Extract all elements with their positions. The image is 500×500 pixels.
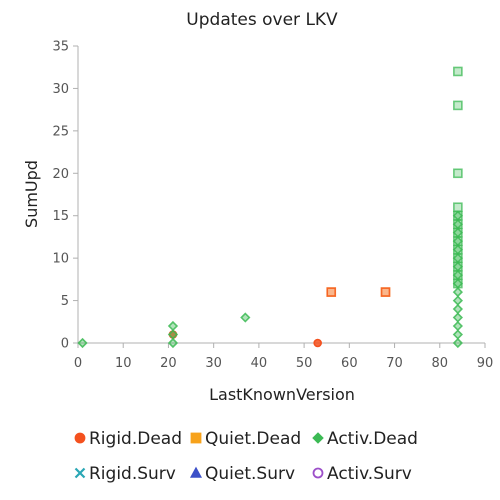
y-tick-label: 25 — [52, 124, 69, 139]
x-tick-label: 0 — [74, 356, 82, 371]
series-2 — [326, 287, 391, 297]
series-8 — [453, 66, 463, 289]
data-point — [77, 337, 88, 349]
data-point — [452, 286, 463, 298]
legend-label: Activ.Surv — [327, 464, 412, 484]
legend-item: Quiet.Dead — [190, 429, 301, 449]
legend-label: Rigid.Dead — [89, 429, 182, 449]
data-point — [453, 270, 463, 280]
data-point — [240, 312, 251, 323]
data-point — [167, 320, 179, 332]
legend-marker — [74, 467, 86, 479]
legend-item: Quiet.Surv — [189, 464, 295, 484]
data-point — [167, 329, 179, 340]
data-point — [453, 227, 463, 238]
data-point — [313, 338, 322, 348]
data-point — [453, 210, 463, 221]
data-point — [453, 253, 463, 263]
x-tick-label: 40 — [251, 356, 268, 371]
y-tick-label: 20 — [52, 167, 69, 182]
legend-item: Rigid.Dead — [74, 429, 182, 449]
data-point — [452, 295, 463, 306]
data-point — [453, 202, 463, 213]
data-point — [453, 219, 463, 229]
data-point — [453, 244, 463, 255]
legend-marker — [189, 466, 203, 478]
legend-marker — [312, 432, 324, 444]
y-tick-label: 10 — [52, 252, 69, 267]
series-7 — [326, 287, 391, 297]
legend-label: Rigid.Surv — [89, 464, 176, 484]
data-point — [452, 337, 463, 349]
data-points — [77, 66, 463, 349]
legend-item: Rigid.Surv — [74, 464, 176, 484]
y-tick-label: 15 — [52, 209, 69, 224]
data-point — [453, 66, 463, 77]
data-point — [452, 303, 463, 315]
x-axis-title: LastKnownVersion — [209, 385, 355, 404]
y-tick-label: 30 — [52, 82, 69, 97]
y-tick-label: 5 — [61, 294, 69, 309]
data-point — [453, 168, 463, 179]
legend-label: Quiet.Dead — [205, 429, 301, 449]
chart-title: Updates over LKV — [186, 10, 338, 30]
y-tick-label: 0 — [61, 337, 69, 352]
series-1 — [168, 330, 322, 348]
data-point — [453, 100, 463, 111]
legend-item: Activ.Surv — [312, 464, 412, 484]
x-tick-label: 80 — [432, 356, 449, 371]
x-tick-label: 20 — [160, 356, 177, 371]
legend-label: Quiet.Surv — [205, 464, 295, 484]
axes: 0 5 10 15 20 25 30 35 0 10 20 30 40 50 60 70 80 90 — [52, 40, 493, 372]
x-tick-label: 90 — [477, 356, 494, 371]
x-tick-label: 70 — [386, 356, 403, 371]
legend-marker — [190, 432, 202, 444]
legend-marker — [312, 467, 324, 479]
data-point — [452, 329, 463, 340]
x-tick-label: 10 — [115, 356, 132, 371]
y-axis-title: SumUpd — [22, 160, 41, 228]
legend-marker — [74, 432, 86, 444]
data-point — [453, 261, 463, 272]
data-point — [326, 287, 337, 297]
data-point — [453, 278, 463, 289]
legend: Rigid.Dead Quiet.Dead Activ.Dead Rigid.Surv… — [74, 429, 418, 484]
x-tick-label: 30 — [205, 356, 222, 371]
y-tick-label: 35 — [52, 40, 69, 55]
legend-item: Activ.Dead — [312, 429, 418, 449]
x-tick-label: 60 — [341, 356, 358, 371]
legend-label: Activ.Dead — [327, 429, 418, 449]
series-3 — [77, 210, 463, 349]
data-point — [380, 287, 391, 297]
data-point — [452, 312, 463, 323]
data-point — [453, 236, 463, 246]
data-point — [452, 320, 463, 332]
x-tick-label: 50 — [296, 356, 313, 371]
data-point — [167, 337, 179, 349]
